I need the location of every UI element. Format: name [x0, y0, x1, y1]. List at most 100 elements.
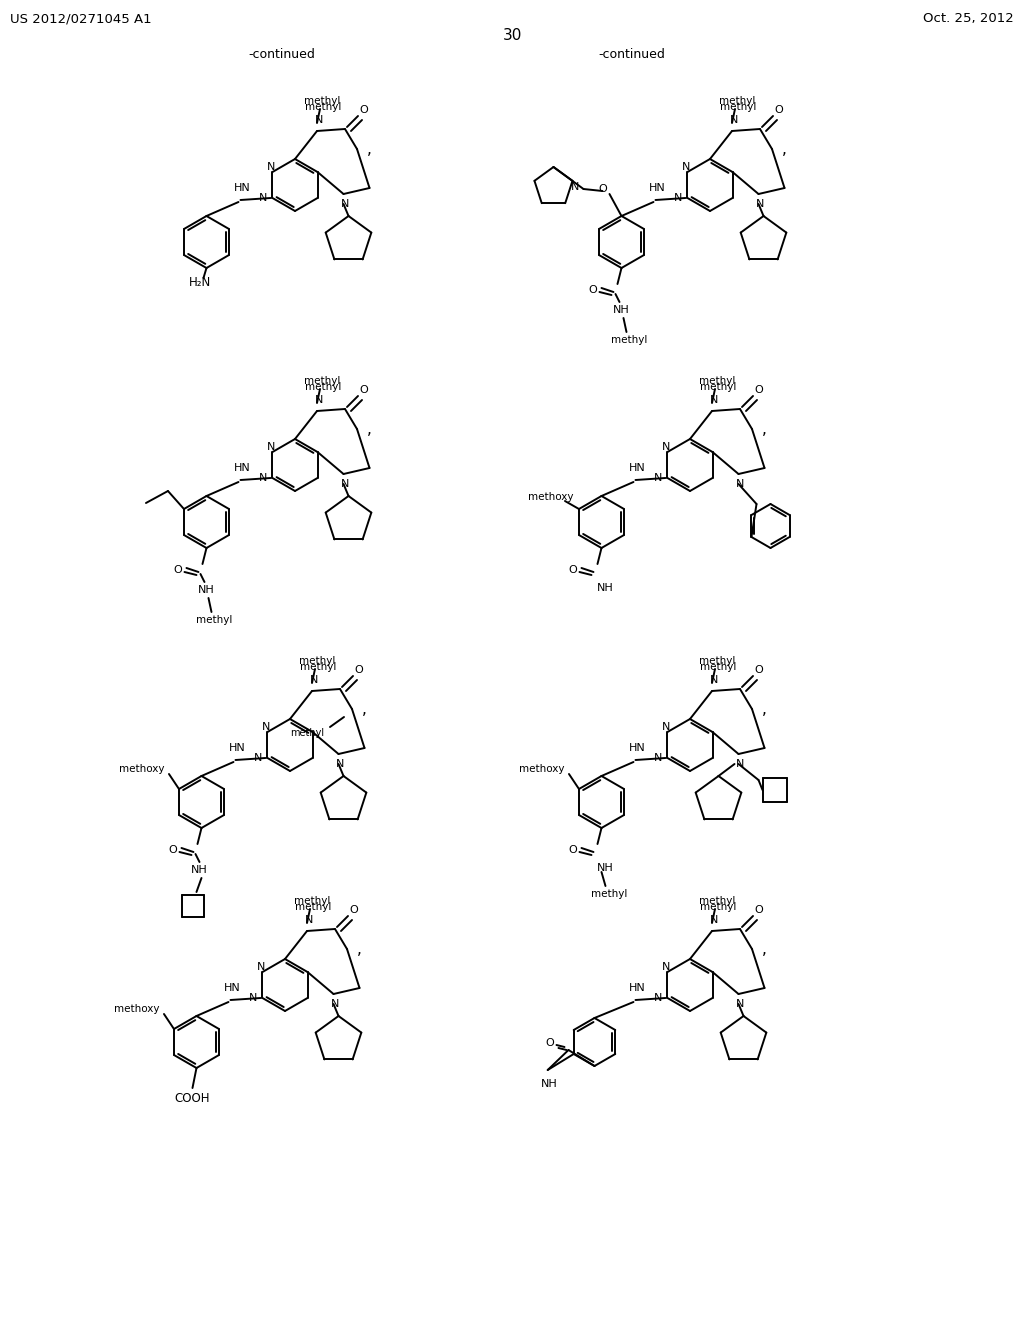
Text: methyl: methyl — [305, 381, 341, 392]
Text: US 2012/0271045 A1: US 2012/0271045 A1 — [10, 12, 152, 25]
Text: N: N — [571, 182, 580, 191]
Text: O: O — [755, 906, 763, 915]
Text: methyl: methyl — [305, 102, 341, 112]
Text: NH: NH — [191, 865, 208, 875]
Text: N: N — [259, 473, 267, 483]
Text: -continued: -continued — [248, 49, 314, 62]
Text: O: O — [354, 665, 364, 675]
Text: N: N — [674, 193, 683, 203]
Text: O: O — [755, 385, 763, 395]
Text: N: N — [262, 722, 270, 733]
Text: N: N — [341, 479, 350, 488]
Text: N: N — [332, 999, 340, 1008]
Text: N: N — [254, 752, 263, 763]
Text: methyl: methyl — [699, 381, 736, 392]
Text: N: N — [341, 199, 350, 209]
Text: methyl: methyl — [699, 663, 736, 672]
Text: N: N — [336, 759, 345, 770]
Text: O: O — [349, 906, 358, 915]
Text: N: N — [654, 752, 663, 763]
Text: methyl: methyl — [698, 376, 735, 385]
Text: -continued: -continued — [598, 49, 665, 62]
Text: methyl: methyl — [699, 902, 736, 912]
Text: N: N — [314, 395, 324, 405]
Text: N: N — [654, 993, 663, 1003]
Text: O: O — [588, 285, 597, 294]
Text: ,: , — [367, 141, 372, 157]
Text: HN: HN — [649, 183, 666, 193]
Text: methoxy: methoxy — [115, 1005, 160, 1014]
Text: NH: NH — [198, 585, 215, 595]
Text: ,: , — [781, 141, 786, 157]
Text: N: N — [314, 115, 324, 125]
Text: O: O — [568, 565, 577, 576]
Text: NH: NH — [597, 583, 613, 593]
Text: N: N — [310, 675, 318, 685]
Text: N: N — [249, 993, 258, 1003]
Text: O: O — [774, 106, 783, 115]
Text: O: O — [755, 665, 763, 675]
Text: N: N — [710, 395, 718, 405]
Text: 30: 30 — [503, 28, 521, 44]
Text: methyl: methyl — [304, 96, 340, 106]
Text: HN: HN — [629, 743, 646, 752]
Text: methoxy: methoxy — [528, 492, 573, 502]
Text: ,: , — [361, 701, 367, 717]
Text: N: N — [736, 759, 744, 770]
Text: ,: , — [762, 941, 766, 957]
Text: Oct. 25, 2012: Oct. 25, 2012 — [924, 12, 1014, 25]
Text: methyl: methyl — [300, 663, 336, 672]
Text: methyl: methyl — [299, 656, 335, 667]
Text: O: O — [168, 845, 177, 855]
Text: ,: , — [762, 421, 766, 437]
Text: N: N — [663, 962, 671, 972]
Text: methyl: methyl — [720, 102, 756, 112]
Text: methyl: methyl — [698, 656, 735, 667]
Text: O: O — [173, 565, 182, 576]
Text: methyl: methyl — [719, 96, 755, 106]
Text: N: N — [710, 915, 718, 925]
Text: N: N — [257, 962, 265, 972]
Text: N: N — [730, 115, 738, 125]
Text: N: N — [267, 162, 275, 172]
Text: methyl: methyl — [295, 902, 331, 912]
Text: HN: HN — [224, 983, 241, 993]
Text: H₂N: H₂N — [189, 276, 212, 289]
Text: methyl: methyl — [304, 376, 340, 385]
Text: N: N — [710, 675, 718, 685]
Text: ,: , — [356, 941, 361, 957]
Text: N: N — [267, 442, 275, 451]
Text: methyl: methyl — [591, 888, 628, 899]
Text: N: N — [663, 442, 671, 451]
Text: ,: , — [367, 421, 372, 437]
Text: methoxy: methoxy — [519, 764, 565, 774]
Text: NH: NH — [597, 863, 613, 873]
Text: methyl: methyl — [290, 729, 324, 738]
Text: N: N — [757, 199, 765, 209]
Text: HN: HN — [629, 463, 646, 473]
Text: ,: , — [762, 701, 766, 717]
Text: HN: HN — [229, 743, 246, 752]
Text: methyl: methyl — [294, 896, 330, 906]
Text: methyl: methyl — [611, 335, 647, 345]
Text: N: N — [663, 722, 671, 733]
Text: methyl: methyl — [698, 896, 735, 906]
Text: N: N — [259, 193, 267, 203]
Text: NH: NH — [613, 305, 630, 315]
Text: O: O — [359, 385, 369, 395]
Text: N: N — [682, 162, 690, 172]
Text: HN: HN — [234, 463, 251, 473]
Text: O: O — [568, 845, 577, 855]
Text: N: N — [736, 999, 744, 1008]
Text: HN: HN — [234, 183, 251, 193]
Text: N: N — [305, 915, 313, 925]
Text: HN: HN — [629, 983, 646, 993]
Text: O: O — [545, 1038, 554, 1048]
Text: N: N — [654, 473, 663, 483]
Text: methoxy: methoxy — [120, 764, 165, 774]
Text: O: O — [359, 106, 369, 115]
Text: methyl: methyl — [197, 615, 232, 624]
Text: O: O — [598, 183, 607, 194]
Text: NH: NH — [542, 1078, 558, 1089]
Text: COOH: COOH — [175, 1092, 210, 1105]
